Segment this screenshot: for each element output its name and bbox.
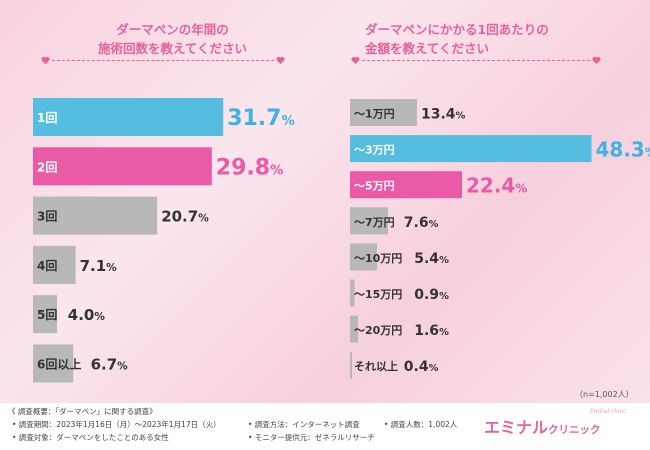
value-label: 13.4% bbox=[421, 107, 466, 123]
right-bar-chart: 〜1万円 13.4% 〜3万円 48.3% 〜5万円 22.4% 〜7万円 7.6% 〜10万円… bbox=[350, 99, 650, 379]
heart-icon bbox=[276, 56, 285, 65]
value-label: 6.7% bbox=[91, 356, 129, 374]
survey-provider: • モニター提供元：ゼネラルリサーチ bbox=[248, 433, 375, 442]
logo-main-text: エミナル bbox=[484, 418, 549, 437]
bar-6回以上 bbox=[33, 344, 74, 383]
bar-〜1万円 bbox=[350, 99, 417, 126]
category-label: 〜10万円 bbox=[354, 252, 402, 265]
bar-〜15万円 bbox=[350, 279, 355, 307]
survey-target: • 調査対象：ダーマペンをしたことのある女性 bbox=[12, 433, 169, 442]
value-label: 4.0% bbox=[68, 306, 106, 324]
survey-method: • 調査方法：インターネット調査 bbox=[248, 420, 360, 429]
category-label: 〜15万円 bbox=[354, 288, 402, 301]
value-label: 5.4% bbox=[414, 251, 449, 267]
heart-icon bbox=[41, 56, 50, 65]
bar-3回 bbox=[33, 196, 158, 235]
value-label: 20.7% bbox=[161, 208, 209, 226]
bar-〜20万円 bbox=[350, 315, 358, 343]
category-label: 2回 bbox=[37, 160, 57, 174]
value-label: 0.4% bbox=[404, 359, 439, 375]
bar-4回 bbox=[33, 245, 76, 284]
bar-〜5万円 bbox=[350, 171, 462, 199]
left-title-rule bbox=[52, 60, 274, 61]
value-label: 48.3% bbox=[596, 138, 650, 162]
value-label: 1.6% bbox=[414, 323, 449, 339]
category-label: 〜3万円 bbox=[354, 144, 395, 157]
category-label: それ以上 bbox=[354, 359, 398, 373]
value-label: 31.7% bbox=[227, 106, 295, 131]
value-label: 7.1% bbox=[80, 257, 118, 275]
bar-〜10万円 bbox=[350, 243, 377, 271]
category-label: 3回 bbox=[37, 210, 57, 224]
value-label: 7.6% bbox=[404, 215, 439, 231]
bar-1回 bbox=[33, 98, 224, 136]
survey-count: • 調査人数：1,002人 bbox=[384, 420, 458, 429]
heart-icon bbox=[592, 56, 601, 65]
left-title-line2: 施術回数を教えてください bbox=[97, 41, 247, 56]
category-label: 4回 bbox=[37, 259, 57, 273]
left-chart-title: ダーマペンの年間の 施術回数を教えてください bbox=[60, 20, 285, 58]
right-title-line1: ダーマペンにかかる1回あたりの bbox=[365, 22, 549, 37]
bar-5回 bbox=[33, 295, 57, 334]
right-title-line2: 金額を教えてください bbox=[365, 41, 490, 56]
right-chart-title: ダーマペンにかかる1回あたりの 金額を教えてください bbox=[345, 20, 595, 58]
bar-それ以上 bbox=[350, 351, 352, 379]
logo-small-text: Emiral clinic bbox=[590, 408, 627, 415]
bar-〜3万円 bbox=[350, 135, 592, 163]
survey-period: • 調査期間：2023年1月16日（月）〜2023年1月17日（火） bbox=[12, 420, 221, 429]
category-label: 6回以上 bbox=[37, 357, 81, 372]
heart-icon bbox=[351, 56, 360, 65]
category-label: 〜1万円 bbox=[354, 108, 395, 121]
clinic-logo: エミナルクリニック bbox=[484, 414, 601, 438]
footer bbox=[0, 403, 650, 450]
left-title-line1: ダーマペンの年間の bbox=[116, 22, 229, 37]
category-label: 1回 bbox=[37, 111, 57, 125]
survey-heading: 《 調査概要：「ダーマペン」に関する調査》 bbox=[8, 407, 157, 416]
value-label: 22.4% bbox=[466, 174, 527, 198]
right-title-rule bbox=[362, 60, 590, 61]
category-label: 〜20万円 bbox=[354, 324, 402, 337]
bar-〜7万円 bbox=[350, 207, 388, 235]
value-label: 0.9% bbox=[414, 287, 449, 303]
category-label: 〜5万円 bbox=[354, 180, 395, 193]
left-bar-chart: 1回 31.7% 2回 29.8% 3回 20.7% 4回 7.1% 5回 4.0% 6回以上 6.7… bbox=[33, 98, 295, 383]
bar-2回 bbox=[33, 147, 212, 186]
logo-sub-text: クリニック bbox=[548, 424, 601, 436]
category-label: 〜7万円 bbox=[354, 216, 395, 229]
value-label: 29.8% bbox=[216, 155, 283, 180]
category-label: 5回 bbox=[37, 308, 57, 322]
sample-size-note: （n=1,002人） bbox=[575, 390, 634, 399]
